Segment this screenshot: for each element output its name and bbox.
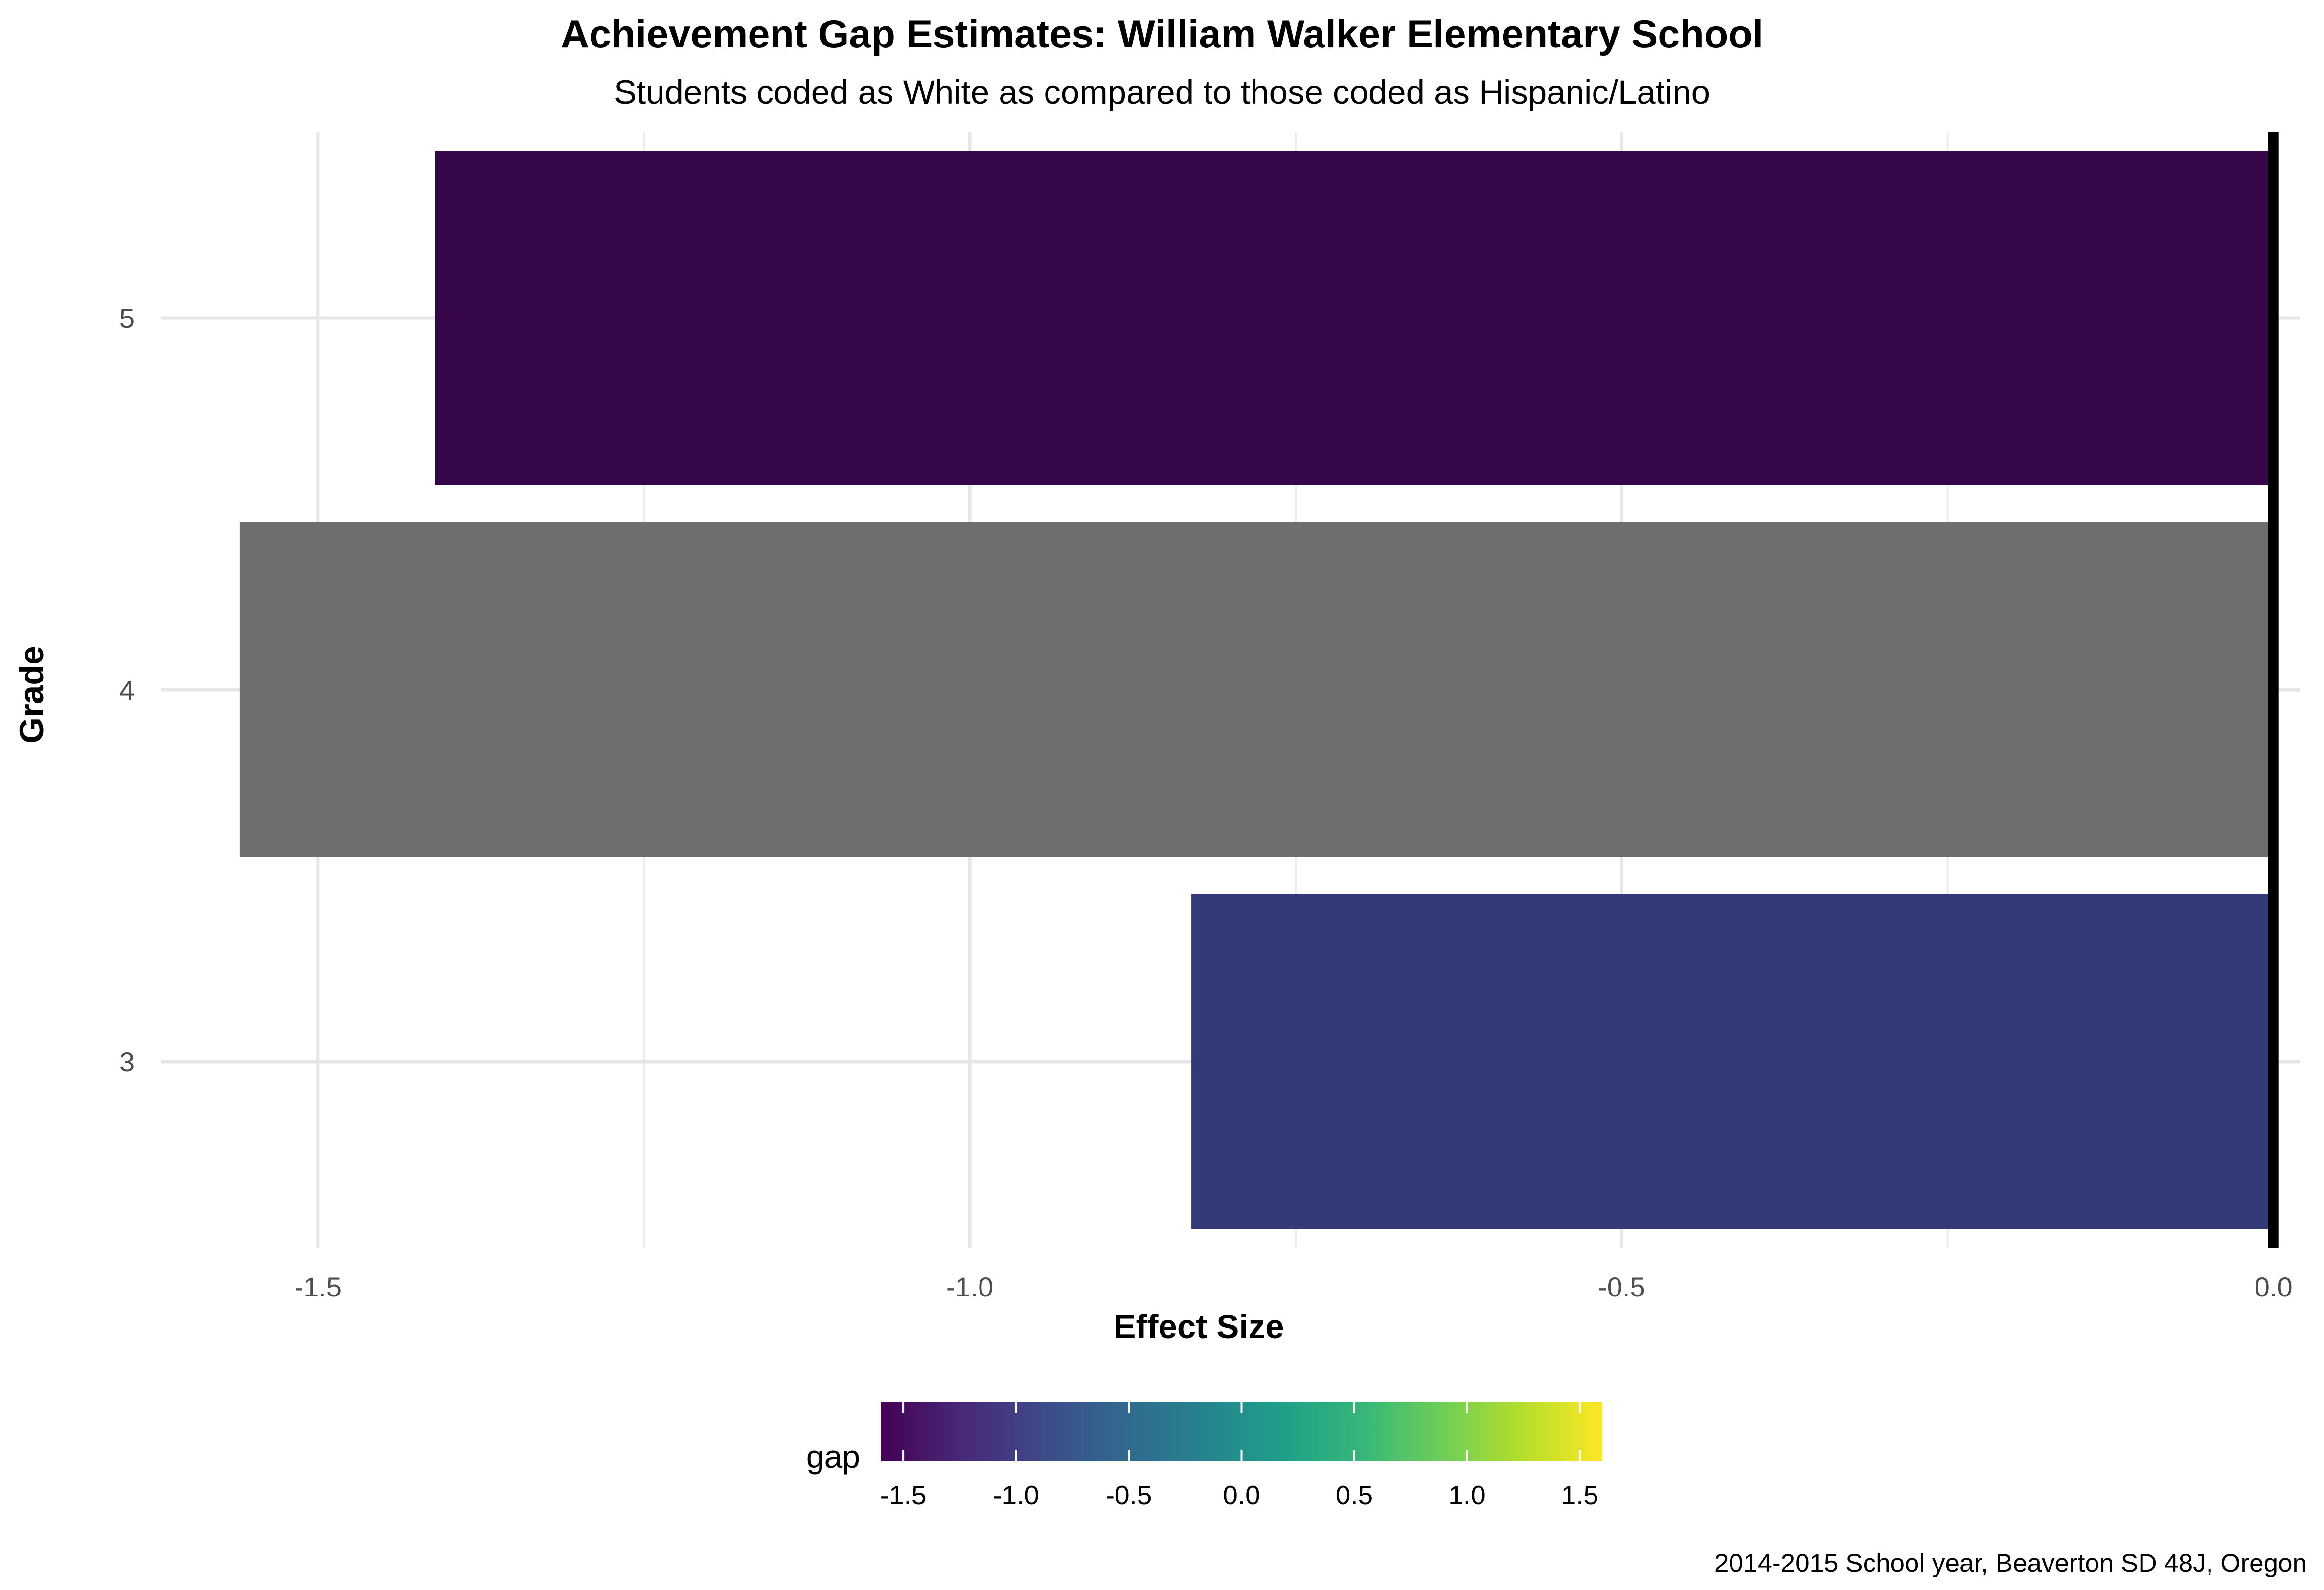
legend-tick-label: 1.5: [1561, 1480, 1598, 1510]
chart-title: Achievement Gap Estimates: William Walke…: [561, 12, 1764, 56]
y-tick-label: 4: [119, 675, 135, 705]
bar-grade-5: [435, 151, 2274, 485]
legend-tick-label: 0.5: [1336, 1480, 1373, 1510]
legend-tick-label: -1.0: [993, 1480, 1039, 1510]
x-tick-label: -1.0: [946, 1272, 994, 1302]
x-tick-label: -0.5: [1598, 1272, 1645, 1302]
bar-grade-4: [239, 522, 2274, 857]
x-tick-label: 0.0: [2255, 1272, 2293, 1302]
legend-tick-label: 1.0: [1448, 1480, 1485, 1510]
x-axis-ticks: -1.5 -1.0 -0.5 0.0: [295, 1272, 2293, 1302]
y-axis-ticks: 3 4 5: [119, 303, 135, 1077]
legend-tick-label: -0.5: [1106, 1480, 1152, 1510]
x-tick-label: -1.5: [295, 1272, 342, 1302]
bars: [239, 151, 2274, 1229]
y-tick-label: 5: [119, 303, 135, 334]
legend-tick-label: -1.5: [880, 1480, 927, 1510]
chart-caption: 2014-2015 School year, Beaverton SD 48J,…: [1714, 1549, 2307, 1578]
legend-title: gap: [806, 1438, 860, 1475]
y-axis-title: Grade: [13, 646, 50, 743]
chart-subtitle: Students coded as White as compared to t…: [614, 73, 1710, 111]
y-tick-label: 3: [119, 1046, 135, 1077]
legend-ticks: -1.5 -1.0 -0.5 0.0 0.5 1.0 1.5: [880, 1402, 1598, 1510]
x-axis-title: Effect Size: [1114, 1308, 1284, 1345]
bar-grade-3: [1191, 894, 2274, 1229]
legend-tick-label: 0.0: [1223, 1480, 1260, 1510]
color-legend: gap -1.5 -1.0 -0.5 0.0 0.5 1.0 1.5: [806, 1402, 1602, 1510]
